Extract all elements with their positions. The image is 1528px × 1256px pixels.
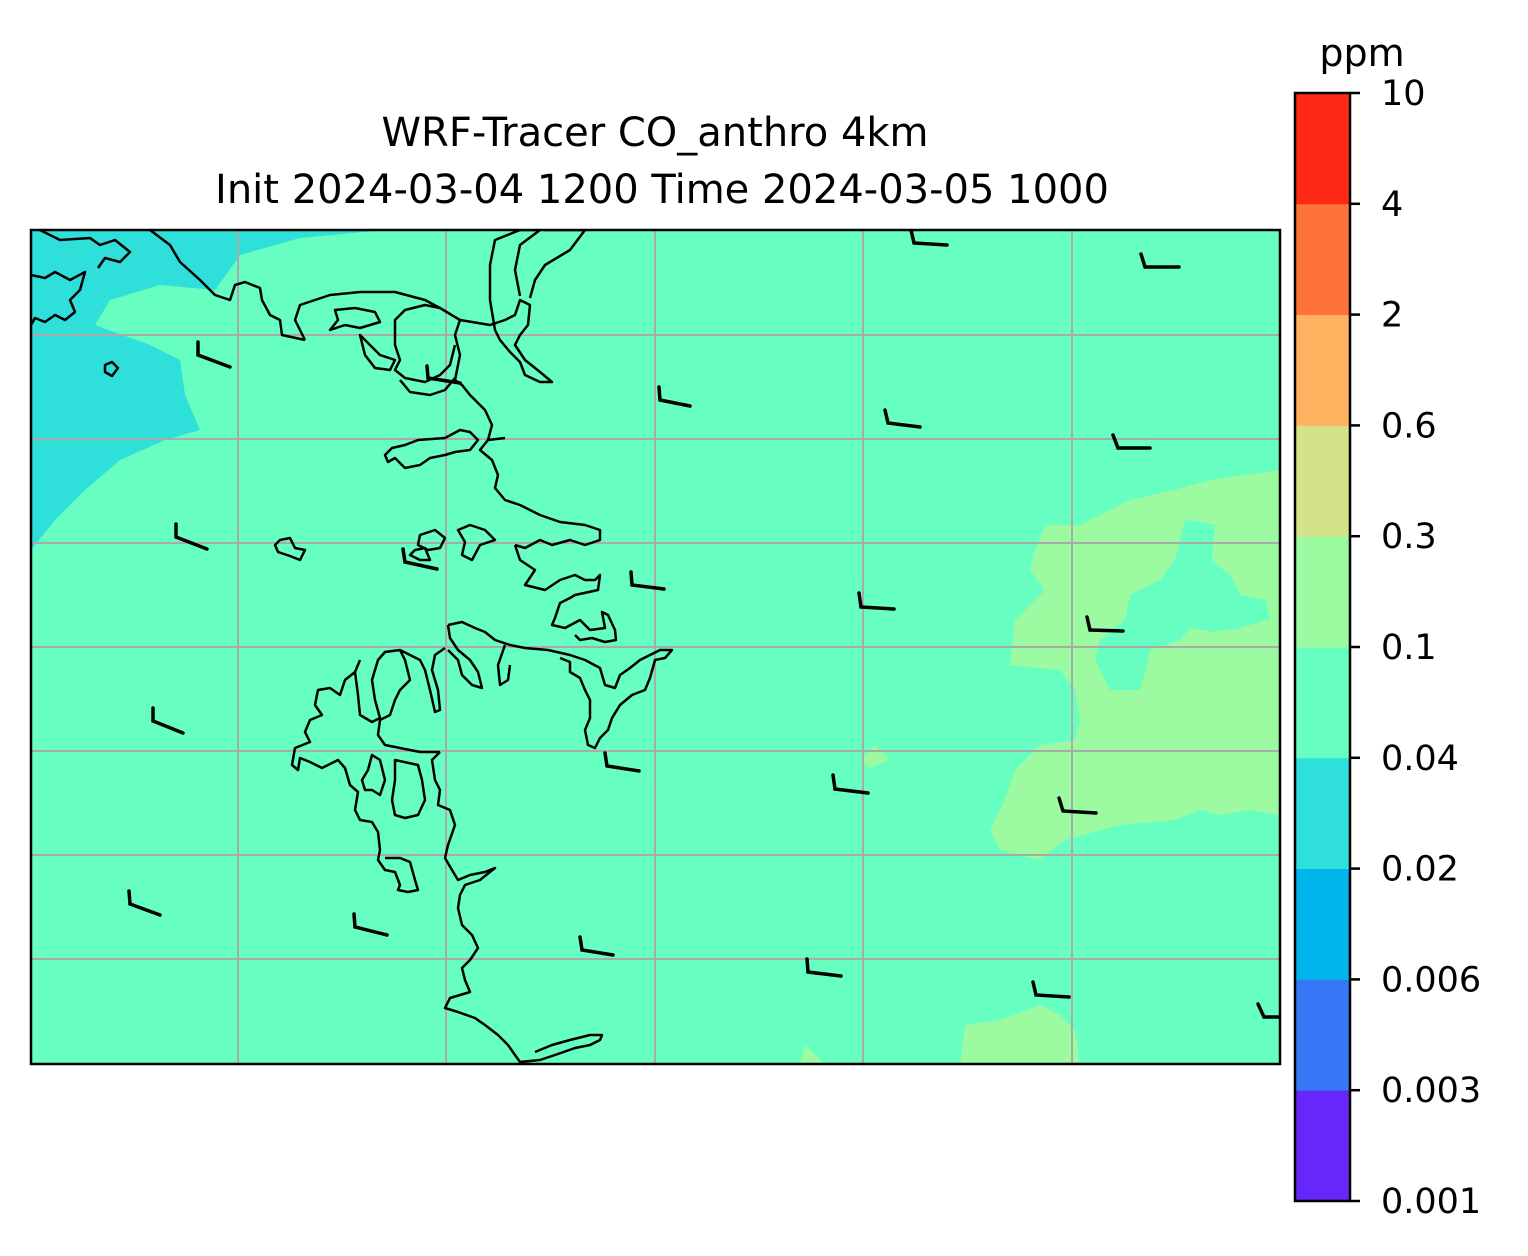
- colorbar-tick-label: 10: [1381, 74, 1426, 114]
- colorbar-tick-label: 0.006: [1381, 960, 1481, 1000]
- wind-barb: [657, 385, 692, 408]
- colorbar-band: [1295, 536, 1350, 648]
- colorbar-band: [1295, 314, 1350, 426]
- colorbar-unit-label: ppm: [1319, 31, 1404, 75]
- coastlines: [31, 230, 674, 1064]
- wind-barb: [127, 889, 162, 917]
- colorbar: ppm 0.001 0.003 0.006 0.02 0.04 0.1 0.3 0.6 2 4 10: [1293, 31, 1481, 1222]
- colorbar-band: [1295, 1090, 1350, 1202]
- colorbar-band: [1295, 757, 1350, 870]
- colorbar-ticks: 0.001 0.003 0.006 0.02 0.04 0.1 0.3 0.6 2 4 10: [1350, 74, 1481, 1222]
- colorbar-tick-label: 0.003: [1381, 1071, 1481, 1111]
- colorbar-tick-label: 0.001: [1381, 1182, 1481, 1222]
- title-line-2: Init 2024-03-04 1200 Time 2024-03-05 100…: [215, 167, 1109, 213]
- colorbar-bands: [1295, 93, 1350, 1202]
- low-concentration-region: [31, 230, 385, 550]
- wind-barb: [401, 547, 439, 571]
- wind-barb: [857, 591, 896, 611]
- colorbar-band: [1295, 425, 1350, 537]
- colorbar-tick-label: 0.1: [1381, 628, 1437, 668]
- wind-barb: [151, 706, 185, 735]
- wind-barb: [425, 364, 462, 385]
- wind-barb: [831, 773, 870, 795]
- colorbar-tick-label: 0.3: [1381, 517, 1437, 557]
- wind-barb: [352, 912, 389, 937]
- wind-barb: [174, 522, 209, 551]
- map-panel: [31, 230, 1280, 1064]
- colorbar-band: [1295, 647, 1350, 759]
- wind-barb: [909, 230, 949, 247]
- colorbar-tick-label: 0.04: [1381, 739, 1459, 779]
- wind-barbs: [127, 230, 1280, 1019]
- colorbar-tick-label: 2: [1381, 296, 1403, 336]
- wind-barb: [629, 570, 666, 591]
- wind-barb: [1031, 980, 1071, 999]
- wind-barb: [883, 408, 922, 429]
- wind-barb: [603, 751, 641, 773]
- wind-barb: [805, 957, 843, 978]
- map-frame: [29, 228, 1282, 1066]
- colorbar-band: [1295, 868, 1350, 980]
- wind-barb: [578, 935, 615, 957]
- colorbar-tick-label: 0.6: [1381, 406, 1437, 446]
- colorbar-band: [1295, 203, 1350, 316]
- wind-barb: [1139, 252, 1181, 269]
- wind-barb: [1111, 433, 1152, 450]
- colorbar-band: [1295, 979, 1350, 1091]
- wind-barb: [1085, 615, 1125, 633]
- wind-barb: [1256, 1002, 1280, 1019]
- colorbar-band: [1295, 93, 1350, 205]
- title-line-1: WRF-Tracer CO_anthro 4km: [381, 110, 928, 156]
- wind-barb: [196, 340, 232, 369]
- wind-barb: [1057, 796, 1098, 815]
- colorbar-tick-label: 0.02: [1381, 850, 1459, 890]
- colorbar-tick-label: 4: [1381, 185, 1403, 225]
